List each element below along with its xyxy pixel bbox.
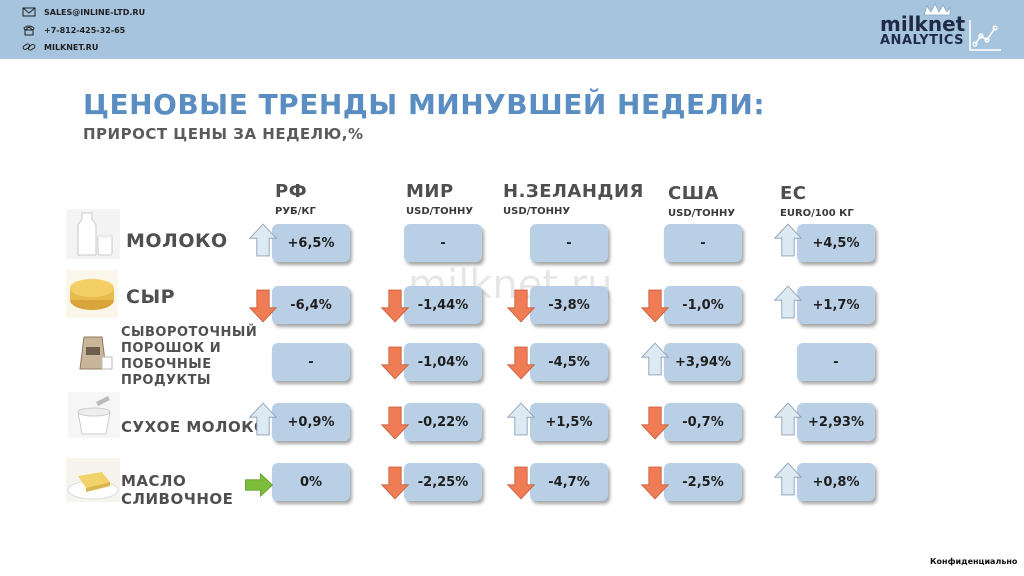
- cell-r3-usa-arrow-up-icon: [640, 342, 670, 376]
- row-label-whey: СЫВОРОТОЧНЫЙ ПОРОШОК И ПОБОЧНЫЕ ПРОДУКТЫ: [121, 325, 258, 388]
- column-unit-world: USD/ТОННУ: [406, 206, 474, 217]
- cell-r3-rf: -: [272, 343, 350, 381]
- cell-r3-usa: +3,94%: [664, 343, 742, 381]
- cell-r5-usa: -2,5%: [664, 463, 742, 501]
- cell-r5-eu: +0,8%: [797, 463, 875, 501]
- cell-r5-usa-arrow-down-icon: [640, 466, 670, 500]
- row-label-cheese: СЫР: [126, 286, 176, 308]
- cell-r3-world-arrow-down-icon: [380, 346, 410, 380]
- logo-word: milknet: [880, 12, 966, 36]
- cell-r4-nz: +1,5%: [530, 403, 608, 441]
- logo-subword: ANALYTICS: [880, 33, 965, 48]
- cell-r2-rf: -6,4%: [272, 286, 350, 324]
- analytics-chart-icon: [969, 20, 1001, 51]
- cell-r5-rf-arrow-right-icon: [245, 472, 274, 498]
- column-name-rf: РФ: [275, 181, 308, 202]
- cell-r4-rf: +0,9%: [272, 403, 350, 441]
- cell-r2-world: -1,44%: [404, 286, 482, 324]
- contact-site[interactable]: MILKNET.RU: [22, 41, 98, 53]
- cell-r5-rf: 0%: [272, 463, 350, 501]
- cell-r4-eu-arrow-up-icon: [773, 402, 803, 436]
- confidential-note: Конфиденциально: [930, 557, 1018, 566]
- crown-splash-icon: [923, 3, 951, 16]
- cell-r5-nz-arrow-down-icon: [506, 466, 536, 500]
- phone-icon: [22, 24, 36, 36]
- cell-r4-rf-arrow-up-icon: [248, 402, 278, 436]
- column-name-eu: ЕС: [780, 183, 807, 204]
- butter-icon: [66, 458, 120, 502]
- cell-r1-nz: -: [530, 224, 608, 262]
- contact-email[interactable]: SALES@INLINE-LTD.RU: [22, 6, 145, 18]
- cell-r2-rf-arrow-down-icon: [248, 289, 278, 323]
- cell-r1-usa: -: [664, 224, 742, 262]
- cell-r1-rf: +6,5%: [272, 224, 350, 262]
- column-unit-usa: USD/ТОННУ: [668, 208, 736, 219]
- cell-r5-nz: -4,7%: [530, 463, 608, 501]
- cell-r4-usa: -0,7%: [664, 403, 742, 441]
- cell-r2-usa: -1,0%: [664, 286, 742, 324]
- envelope-icon: [22, 6, 36, 18]
- page-title: ЦЕНОВЫЕ ТРЕНДЫ МИНУВШЕЙ НЕДЕЛИ:: [83, 88, 766, 121]
- cell-r2-eu: +1,7%: [797, 286, 875, 324]
- row-label-milk-powder: СУХОЕ МОЛОКО: [121, 418, 268, 436]
- cell-r3-eu: -: [797, 343, 875, 381]
- cell-r4-nz-arrow-up-icon: [506, 402, 536, 436]
- cell-r5-world: -2,25%: [404, 463, 482, 501]
- milk-powder-icon: [68, 392, 120, 438]
- site-text: MILKNET.RU: [44, 42, 99, 52]
- cell-r1-eu-arrow-up-icon: [773, 223, 803, 257]
- cell-r3-nz: -4,5%: [530, 343, 608, 381]
- column-name-usa: США: [668, 183, 719, 204]
- email-text: SALES@INLINE-LTD.RU: [44, 7, 146, 17]
- cell-r4-usa-arrow-down-icon: [640, 406, 670, 440]
- cell-r2-eu-arrow-up-icon: [773, 285, 803, 319]
- cell-r5-eu-arrow-up-icon: [773, 462, 803, 496]
- contact-phone[interactable]: +7-812-425-32-65: [22, 24, 125, 36]
- cell-r1-world: -: [404, 224, 482, 262]
- column-name-world: МИР: [406, 181, 454, 202]
- cell-r3-nz-arrow-down-icon: [506, 346, 536, 380]
- cell-r4-world: -0,22%: [404, 403, 482, 441]
- cell-r1-eu: +4,5%: [797, 224, 875, 262]
- column-name-nz: Н.ЗЕЛАНДИЯ: [503, 181, 644, 202]
- cell-r2-nz-arrow-down-icon: [506, 289, 536, 323]
- link-icon: [22, 41, 36, 53]
- cell-r2-world-arrow-down-icon: [380, 289, 410, 323]
- cell-r2-usa-arrow-down-icon: [640, 289, 670, 323]
- column-unit-eu: EURO/100 КГ: [780, 208, 854, 219]
- page-subtitle: ПРИРОСТ ЦЕНЫ ЗА НЕДЕЛЮ,%: [83, 125, 364, 143]
- phone-text: +7-812-425-32-65: [44, 25, 126, 35]
- cell-r4-eu: +2,93%: [797, 403, 875, 441]
- whey-bag-icon: [79, 336, 113, 370]
- cell-r5-world-arrow-down-icon: [380, 466, 410, 500]
- milk-icon: [66, 209, 120, 259]
- cell-r4-world-arrow-down-icon: [380, 406, 410, 440]
- column-unit-nz: USD/ТОННУ: [503, 206, 571, 217]
- cell-r3-world: -1,04%: [404, 343, 482, 381]
- cheese-icon: [66, 270, 118, 318]
- cell-r2-nz: -3,8%: [530, 286, 608, 324]
- row-label-milk: МОЛОКО: [126, 230, 228, 252]
- row-label-butter: МАСЛО СЛИВОЧНОЕ: [121, 472, 234, 508]
- header-bar: SALES@INLINE-LTD.RU +7-812-425-32-65 MIL…: [0, 0, 1024, 59]
- cell-r1-rf-arrow-up-icon: [248, 223, 278, 257]
- milknet-logo[interactable]: milknet ANALYTICS: [880, 3, 966, 48]
- column-unit-rf: РУБ/КГ: [275, 206, 316, 217]
